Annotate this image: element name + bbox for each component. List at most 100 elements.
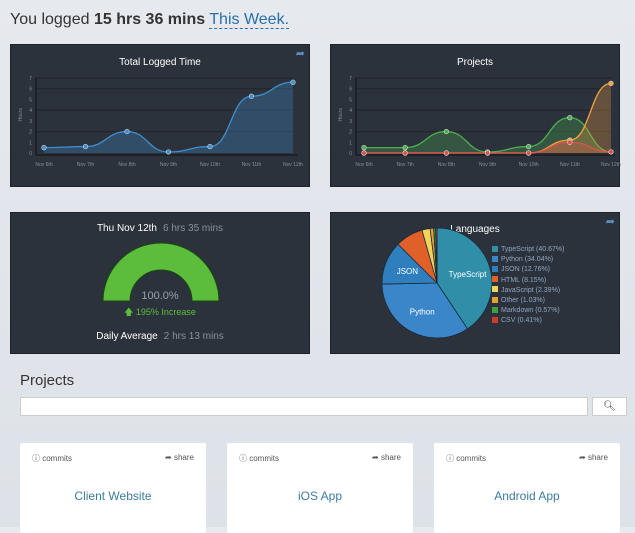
pie-slice <box>435 227 438 284</box>
legend-swatch <box>492 265 498 272</box>
slice-label: TypeScript <box>449 270 488 279</box>
legend-label: HTML (8.15%) <box>501 276 547 284</box>
search-button[interactable]: 🔍︎ <box>592 397 627 416</box>
data-point <box>608 80 614 86</box>
data-point <box>290 79 296 85</box>
share-label: share <box>587 453 608 462</box>
legend-item[interactable]: TypeScript (40.67%) <box>492 245 564 255</box>
project-name[interactable]: Android App <box>494 489 560 503</box>
slice-label: Python <box>410 307 435 316</box>
data-point <box>526 150 532 156</box>
data-point <box>361 150 367 156</box>
data-point <box>165 149 172 155</box>
chart-title: Total Logged Time <box>119 57 201 68</box>
data-point <box>443 150 449 156</box>
legend-item[interactable]: JSON (12.76%) <box>492 265 564 275</box>
legend-label: JSON (12.76%) <box>501 266 551 274</box>
headline: You logged 15 hrs 36 mins This Week. <box>10 11 290 29</box>
chart-title: Projects <box>456 57 494 68</box>
total-time-chart: 0 1 2 3 4 5 6 7 Hours Nov 6th Nov 7th Nov 8th Nov 9t… <box>18 76 303 168</box>
legend-item[interactable]: CSV (0.41%) <box>492 316 564 326</box>
commits-label: commits <box>42 454 73 463</box>
projects-chart: 0 1 2 3 4 5 6 7 Hours Nov 6th Nov 7th Nov 8th Nov 9t… <box>338 76 621 168</box>
commits-label: commits <box>456 454 487 463</box>
share-icon[interactable]: ➦ <box>605 216 615 228</box>
share-link[interactable]: ➦ share <box>165 453 194 462</box>
headline-prefix: You logged <box>10 11 90 28</box>
avg-time: 2 hrs 13 mins <box>163 331 224 342</box>
legend-label: Markdown (0.57%) <box>501 307 560 315</box>
x-tick-label: Nov 7th <box>77 162 94 168</box>
arrow-up-icon: 🡅 <box>124 307 134 317</box>
gauge-day: Thu Nov 12th <box>96 223 157 234</box>
share-label: share <box>380 453 401 462</box>
data-point <box>526 143 532 150</box>
project-name[interactable]: iOS App <box>297 489 343 503</box>
y-tick-label: 2 <box>349 130 352 136</box>
y-tick-label: 0 <box>29 151 32 157</box>
gauge-change: 195% Increase <box>135 307 196 317</box>
pie-legend: TypeScript (40.67%) Python (34.04%) JSON (… <box>492 245 564 327</box>
share-link[interactable]: ➦ share <box>579 453 608 462</box>
y-tick-label: 6 <box>29 87 32 93</box>
slice-label: JSON <box>397 267 419 276</box>
data-point <box>402 150 408 156</box>
daily-gauge-panel: Thu Nov 12th 6 hrs 35 mins 100.0% 🡅 195% … <box>10 212 310 354</box>
legend-item[interactable]: Other (1.03%) <box>492 296 564 306</box>
x-tick-label: Nov 11th <box>560 162 580 168</box>
chart-title: Languages <box>450 224 500 235</box>
data-point <box>402 145 408 151</box>
legend-item[interactable]: Markdown (0.57%) <box>492 306 564 316</box>
legend-swatch <box>492 316 498 323</box>
y-axis-label: Hours <box>18 108 24 122</box>
legend-swatch <box>492 296 498 303</box>
share-icon[interactable]: ➦ <box>295 48 305 60</box>
legend-swatch <box>492 276 498 283</box>
y-tick-label: 6 <box>349 87 352 93</box>
legend-item[interactable]: Python (34.04%) <box>492 255 564 265</box>
y-axis-label: Hours <box>338 108 344 122</box>
x-tick-label: Nov 10th <box>519 162 539 168</box>
data-point <box>207 143 213 150</box>
x-tick-label: Nov 8th <box>438 162 455 168</box>
project-search-input[interactable] <box>20 397 588 416</box>
legend-swatch <box>492 286 498 293</box>
project-card[interactable]: ⓘ commits ➦ share Android App <box>434 443 620 533</box>
legend-label: TypeScript (40.67%) <box>501 246 565 253</box>
data-point <box>567 139 573 145</box>
y-tick-label: 1 <box>349 140 352 146</box>
project-name[interactable]: Client Website <box>74 489 152 503</box>
gauge-chart <box>102 242 220 302</box>
y-tick-label: 7 <box>349 76 352 82</box>
data-point <box>41 145 47 151</box>
data-point <box>443 128 449 135</box>
y-tick-label: 7 <box>29 76 32 82</box>
commits-link[interactable]: ⓘ commits <box>32 454 73 463</box>
y-tick-label: 1 <box>29 140 32 146</box>
legend-item[interactable]: JavaScript (2.39%) <box>492 286 564 296</box>
legend-label: CSV (0.41%) <box>501 317 542 325</box>
x-tick-label: Nov 12th <box>601 162 621 168</box>
commits-link[interactable]: ⓘ commits <box>239 454 280 463</box>
legend-label: Python (34.04%) <box>501 256 554 264</box>
commits-label: commits <box>249 454 280 463</box>
share-link[interactable]: ➦ share <box>372 453 401 462</box>
y-tick-label: 4 <box>349 108 352 114</box>
period-link[interactable]: This Week. <box>209 11 290 29</box>
x-tick-label: Nov 9th <box>160 162 177 168</box>
x-tick-label: Nov 6th <box>35 162 52 168</box>
data-point <box>484 150 491 156</box>
commits-link[interactable]: ⓘ commits <box>446 454 487 463</box>
series-area <box>364 117 611 153</box>
y-tick-label: 3 <box>29 119 32 125</box>
project-card[interactable]: ⓘ commits ➦ share iOS App <box>227 443 413 533</box>
data-point <box>124 128 130 135</box>
x-tick-label: Nov 7th <box>397 162 414 168</box>
legend-item[interactable]: HTML (8.15%) <box>492 276 564 286</box>
gauge-day-time: 6 hrs 35 mins <box>163 223 224 234</box>
languages-pie: TypeScript Python JSON <box>381 227 493 339</box>
project-card[interactable]: ⓘ commits ➦ share Client Website <box>20 443 206 533</box>
search-icon: 🔍︎ <box>603 401 616 412</box>
x-tick-label: Nov 9th <box>479 162 496 168</box>
x-tick-label: Nov 12th <box>283 162 303 168</box>
